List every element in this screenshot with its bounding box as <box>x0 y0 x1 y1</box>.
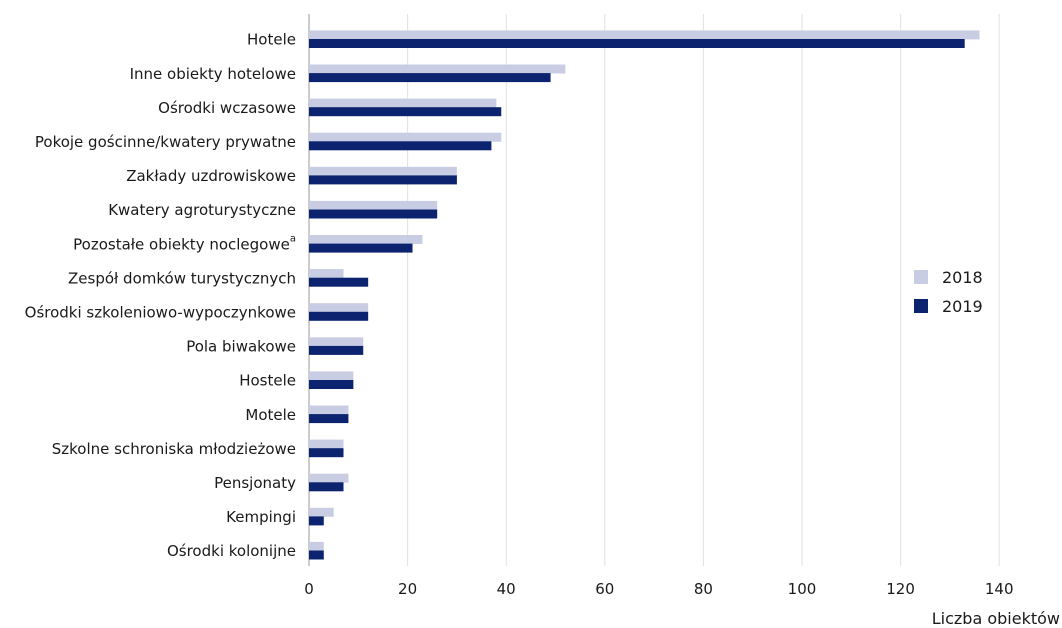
category-label: Hotele <box>247 31 296 49</box>
x-tick-label: 140 <box>985 580 1014 598</box>
category-label: Pozostałe obiekty noclegowea <box>73 233 296 253</box>
bar-2018 <box>309 64 566 74</box>
bar-2019 <box>309 175 457 185</box>
footnote-marker: a <box>290 233 296 244</box>
category-label: Ośrodki wczasowe <box>158 99 296 117</box>
category-label: Pola biwakowe <box>186 338 296 356</box>
legend-label: 2018 <box>942 268 983 287</box>
bar-2018 <box>309 303 369 313</box>
bar-2018 <box>309 200 438 210</box>
legend-swatch-2018 <box>914 270 928 284</box>
x-tick-label: 0 <box>304 580 314 598</box>
bar-2018 <box>309 132 502 142</box>
category-labels: Hotele Inne obiekty hotelowe Ośrodki wczas… <box>25 31 296 561</box>
x-tick-label: 40 <box>497 580 516 598</box>
category-label: Ośrodki kolonijne <box>167 542 296 560</box>
category-label: Kempingi <box>226 508 296 526</box>
bar-2019 <box>309 345 364 355</box>
bar-2018 <box>309 166 457 176</box>
bar-2019 <box>309 414 349 424</box>
bar-2018 <box>309 507 334 517</box>
category-label: Inne obiekty hotelowe <box>130 65 296 83</box>
bar-2019 <box>309 482 344 492</box>
bar-2019 <box>309 516 324 526</box>
tick-labels: 0 20 40 60 80 100 120 140 <box>304 580 1013 598</box>
bar-2018 <box>309 439 344 449</box>
bar-2018 <box>309 269 344 279</box>
bar-2018 <box>309 235 423 244</box>
category-label: Kwatery agroturystyczne <box>108 201 296 219</box>
bar-2019 <box>309 311 369 321</box>
bar-2019 <box>309 550 324 560</box>
bar-2018 <box>309 473 349 483</box>
legend: 2018 2019 <box>914 268 983 316</box>
bar-2019 <box>309 380 354 389</box>
bar-2019 <box>309 277 369 287</box>
bar-2019 <box>309 209 438 219</box>
grid-lines <box>308 14 1000 566</box>
bar-2018 <box>309 405 349 415</box>
bar-2019 <box>309 73 551 83</box>
legend-swatch-2019 <box>914 299 928 313</box>
bar-2018 <box>309 98 497 108</box>
category-label: Zespół domków turystycznych <box>68 269 296 287</box>
bar-2018 <box>309 541 324 551</box>
x-tick-label: 60 <box>595 580 614 598</box>
x-axis-title: Liczba obiektów <box>932 609 1060 628</box>
x-tick-label: 80 <box>694 580 713 598</box>
bar-2018 <box>309 337 364 347</box>
category-label: Zakłady uzdrowiskowe <box>126 167 296 185</box>
category-label: Ośrodki szkoleniowo-wypoczynkowe <box>25 304 296 322</box>
category-label: Szkolne schroniska młodzieżowe <box>52 440 296 458</box>
bar-2019 <box>309 107 502 117</box>
category-label: Motele <box>245 406 296 424</box>
bar-2019 <box>309 448 344 458</box>
bar-2019 <box>309 39 965 48</box>
bar-2018 <box>309 30 980 40</box>
category-label: Pokoje gościnne/kwatery prywatne <box>35 133 296 151</box>
x-tick-label: 100 <box>788 580 817 598</box>
legend-label: 2019 <box>942 297 983 316</box>
bars <box>309 30 980 560</box>
x-tick-label: 20 <box>398 580 417 598</box>
category-label: Pensjonaty <box>214 474 296 492</box>
bar-2019 <box>309 141 492 151</box>
bar-2018 <box>309 371 354 381</box>
category-label: Hostele <box>239 372 296 390</box>
bar-2019 <box>309 243 413 253</box>
x-tick-label: 120 <box>886 580 915 598</box>
